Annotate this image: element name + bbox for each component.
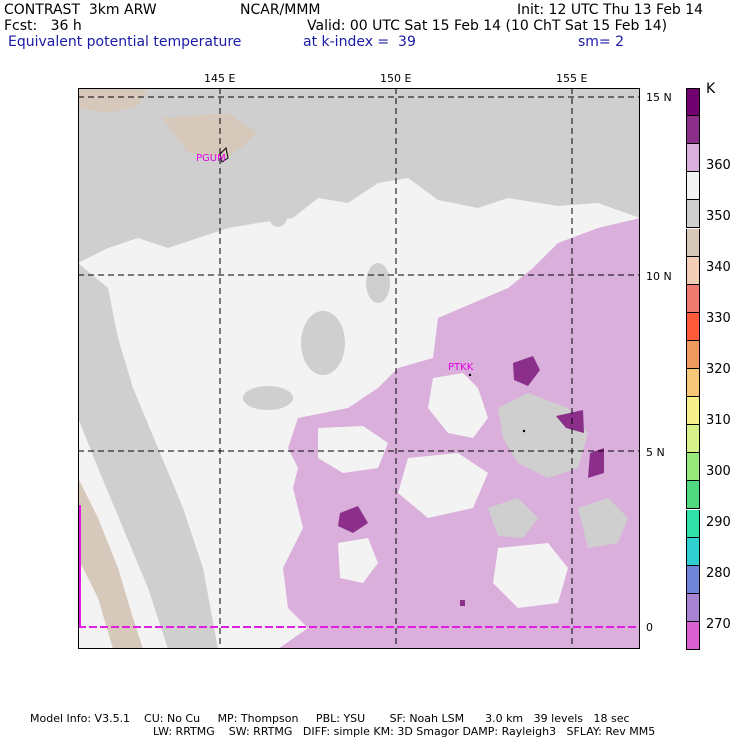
colorbar-label-270: 270 <box>706 617 731 632</box>
field-gray-blob <box>488 498 538 538</box>
colorbar-unit: K <box>706 81 716 97</box>
colorbar-cell <box>686 284 700 313</box>
field-gray-patch <box>301 311 345 375</box>
coastline-island <box>522 429 526 433</box>
colorbar-label-340: 340 <box>706 260 731 275</box>
colorbar-cell <box>686 621 700 650</box>
colorbar-label-300: 300 <box>706 464 731 479</box>
colorbar-label-290: 290 <box>706 515 731 530</box>
colorbar-cell <box>686 256 700 285</box>
field-white-blob <box>428 373 488 438</box>
field-gray-west-band <box>78 263 218 649</box>
field-purple-core <box>513 356 540 386</box>
field-white-blob <box>398 453 488 518</box>
colorbar-cell <box>686 509 700 538</box>
colorbar-label-320: 320 <box>706 362 731 377</box>
lat-label-15n: 15 N <box>646 91 672 104</box>
model-info-line2: LW: RRTMG SW: RRTMG DIFF: simple KM: 3D … <box>153 725 656 738</box>
field-tan-north2 <box>163 113 258 158</box>
colorbar-label-330: 330 <box>706 311 731 326</box>
colorbar-label-310: 310 <box>706 413 731 428</box>
init-time: Init: 12 UTC Thu 13 Feb 14 <box>517 2 704 18</box>
colorbar-cell <box>686 593 700 622</box>
map-plot: PGUM PTKK <box>78 88 640 649</box>
colorbar-cell <box>686 172 700 201</box>
model-info-line1: Model Info: V3.5.1 CU: No Cu MP: Thompso… <box>30 712 630 725</box>
colorbar-cell <box>686 453 700 482</box>
colorbar-label-280: 280 <box>706 566 731 581</box>
field-white-blob <box>493 543 568 608</box>
forecast-hour: Fcst: 36 h <box>4 18 82 34</box>
colorbar-cell <box>686 565 700 594</box>
grid-lines <box>78 88 640 649</box>
lat-label-5n: 5 N <box>646 446 665 459</box>
colorbar-cell <box>686 340 700 369</box>
field-purple-core <box>556 410 584 433</box>
station-label-ptkk: PTKK <box>448 362 474 373</box>
colorbar-cell <box>686 425 700 454</box>
field-gray-patch <box>268 199 288 227</box>
colorbar-cell <box>686 397 700 426</box>
field-white-blob <box>318 426 388 473</box>
field-purple-core <box>460 600 465 606</box>
org-name: NCAR/MMM <box>240 2 321 18</box>
colorbar-cell <box>686 144 700 173</box>
smoothing-info: sm= 2 <box>578 34 625 50</box>
colorbar-cell <box>686 116 700 145</box>
colorbar-label-350: 350 <box>706 209 731 224</box>
lon-label-145: 145 E <box>204 72 236 85</box>
lat-label-0: 0 <box>646 621 653 634</box>
colorbar-cell <box>686 312 700 341</box>
lat-label-10n: 10 N <box>646 270 672 283</box>
colorbar-label-360: 360 <box>706 158 731 173</box>
model-title: CONTRAST 3km ARW <box>4 2 157 18</box>
colorbar <box>686 88 700 650</box>
valid-time: Valid: 00 UTC Sat 15 Feb 14 (10 ChT Sat … <box>307 18 668 34</box>
colorbar-cell <box>686 537 700 566</box>
field-white-blob <box>338 538 378 583</box>
field-gray-blob <box>578 498 628 548</box>
field-tan-north <box>78 88 148 113</box>
colorbar-cell <box>686 88 700 117</box>
colorbar-cell <box>686 200 700 229</box>
field-gray-patch <box>619 136 640 160</box>
field-gray-patch <box>366 263 390 303</box>
coastline-island <box>468 373 472 377</box>
colorbar-cell <box>686 481 700 510</box>
colorbar-cell <box>686 228 700 257</box>
map-frame <box>78 88 640 649</box>
field-purple-core <box>588 448 604 478</box>
field-gray-patch <box>243 386 293 410</box>
station-label-pgum: PGUM <box>196 153 226 164</box>
colorbar-cell <box>686 369 700 398</box>
field-purple-core <box>338 506 368 533</box>
field-tan-west <box>78 478 143 649</box>
level-info: at k-index = 39 <box>303 34 416 50</box>
field-name: Equivalent potential temperature <box>8 34 242 50</box>
coastline-guam <box>219 146 229 163</box>
lon-label-150: 150 E <box>380 72 412 85</box>
lon-label-155: 155 E <box>556 72 588 85</box>
